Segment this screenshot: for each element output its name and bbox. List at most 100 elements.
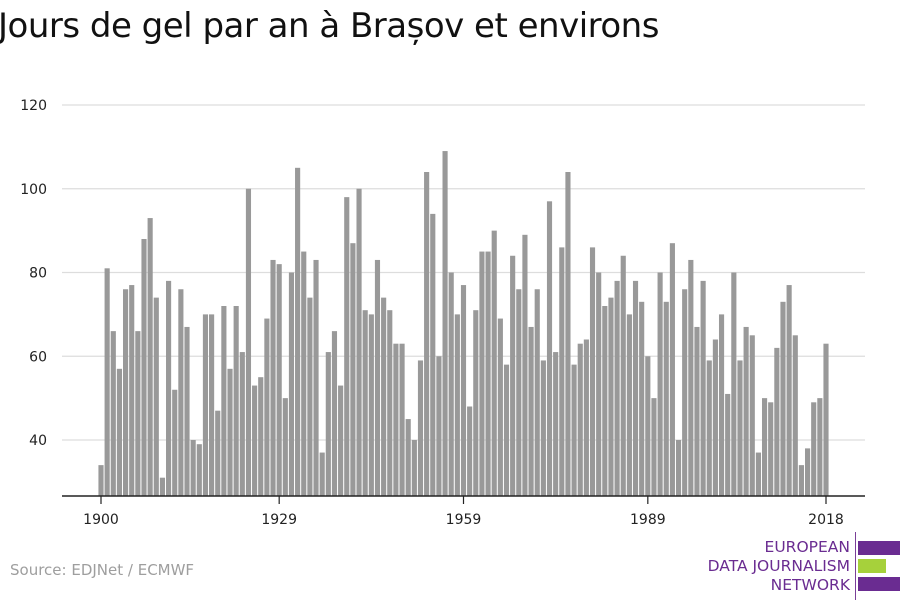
bar-1921 [227,368,233,496]
bar-1910 [159,477,166,496]
bar-1931 [288,272,295,496]
bar-2010 [774,347,780,497]
logo-bar-green [858,559,886,573]
logo-divider [855,532,856,600]
bar-2009 [768,402,774,496]
bar-1937 [325,352,331,496]
bar-1991 [657,272,663,496]
bar-1920 [221,306,227,496]
bar-1960 [467,406,473,496]
bar-1992 [663,301,669,496]
bar-1959 [460,285,467,496]
bar-1949 [399,343,405,496]
logo-line-3: NETWORK [770,576,850,594]
bar-1935 [313,259,319,496]
bar-1963 [485,251,491,496]
bar-1982 [602,306,608,496]
bar-2018 [823,343,829,496]
bar-1938 [331,331,338,497]
bar-1955 [436,356,442,496]
bar-1964 [491,230,497,497]
x-axis-labels: 1900 1929 1959 1989 2018 [83,496,844,528]
bar-1996 [688,259,694,496]
bar-2015 [805,448,811,497]
bar-1912 [172,389,178,496]
edjnet-logo: EUROPEAN DATA JOURNALISM NETWORK [700,530,900,600]
bar-1940 [344,197,350,497]
bar-2007 [755,452,761,496]
bar-2017 [817,398,823,497]
y-tick-label: 120 [20,98,47,114]
bar-1952 [417,360,424,496]
bar-1983 [608,297,614,497]
bar-2013 [792,335,798,496]
bar-1958 [454,314,460,497]
bar-1999 [706,360,712,496]
bar-1929 [276,264,282,497]
bar-1911 [166,280,172,497]
bar-2014 [798,465,804,497]
bar-1918 [209,314,215,497]
bar-2008 [761,398,768,497]
bar-2006 [749,335,755,496]
bar-1948 [393,343,399,496]
bar-1961 [473,310,479,496]
bar-2005 [743,326,749,496]
logo-bar-purple-top [858,541,900,555]
bar-1970 [528,326,534,496]
bar-1978 [577,343,583,496]
y-tick-label: 40 [29,433,47,449]
bar-1988 [639,301,645,496]
bar-2001 [718,314,725,497]
bar-1947 [387,310,393,496]
logo-bar-purple-bottom [858,577,900,591]
bar-1975 [559,247,565,497]
x-tick-label: 1989 [630,512,666,528]
y-tick-label: 60 [29,349,47,365]
logo-line-1: EUROPEAN [764,538,850,556]
bar-1942 [356,188,362,496]
bar-1946 [381,297,387,497]
bar-2000 [712,339,718,496]
bar-1923 [239,352,245,496]
bar-1908 [147,218,153,496]
bar-1950 [405,419,411,496]
bar-1900 [98,465,104,497]
chart-title: Jours de gel par an à Brașov et environs [0,6,659,46]
bar-1939 [338,385,344,496]
bar-1993 [669,243,675,496]
bar-1930 [282,398,288,497]
bar-1974 [553,352,559,496]
bar-1914 [184,326,190,496]
bar-1954 [430,213,436,497]
bar-1916 [196,444,202,496]
x-tick-label: 1959 [446,512,482,528]
bar-1973 [546,201,553,496]
bar-1990 [651,398,657,497]
bar-1957 [448,272,454,496]
bar-1941 [350,243,356,496]
bar-1945 [374,259,381,496]
bar-1917 [202,314,209,497]
bar-1909 [153,297,159,497]
bar-1998 [700,280,706,497]
bar-1919 [215,410,221,496]
y-tick-label: 100 [20,182,47,198]
bar-1966 [503,364,510,497]
bar-1989 [645,356,651,496]
bar-1977 [571,364,577,497]
bar-1905 [129,285,135,496]
bar-1995 [682,289,688,496]
bar-1984 [614,280,620,497]
bar-1986 [626,314,632,497]
bar-1913 [178,289,184,496]
bar-2004 [737,360,743,496]
bar-1934 [307,297,313,497]
bar-2002 [725,393,731,496]
bar-1967 [510,255,516,496]
bar-1953 [424,172,430,496]
bar-1985 [620,255,626,496]
y-tick-label: 80 [29,266,47,282]
bar-1971 [534,289,540,496]
